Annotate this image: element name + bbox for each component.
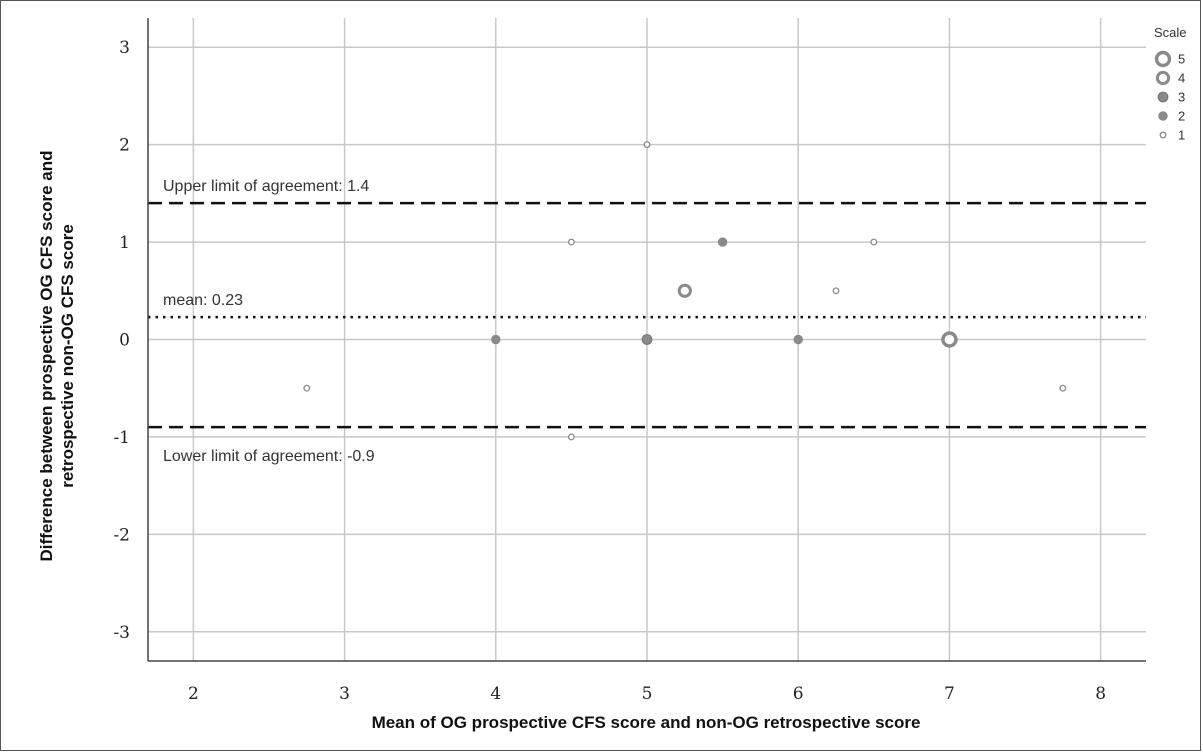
legend-label: 1 xyxy=(1178,128,1185,143)
y-tick-label: -3 xyxy=(113,623,130,643)
y-tick-label: -1 xyxy=(113,428,130,448)
reference-line-label: mean: 0.23 xyxy=(163,292,243,309)
legend-title: Scale xyxy=(1154,25,1187,40)
data-point xyxy=(1059,384,1067,392)
x-tick-label: 4 xyxy=(490,684,501,704)
legend-label: 3 xyxy=(1178,90,1185,105)
y-tick-label: 1 xyxy=(119,233,130,253)
x-tick-label: 7 xyxy=(944,684,955,704)
reference-lines: Upper limit of agreement: 1.4 mean: 0.23 L… xyxy=(148,178,1146,465)
y-tick-label: 3 xyxy=(119,38,130,58)
x-tick-label: 3 xyxy=(339,684,350,704)
data-point xyxy=(717,237,728,247)
data-point xyxy=(491,334,501,345)
tick-labels: 2 3 4 5 6 7 8 3 2 1 0 -1 -2 -3 xyxy=(113,38,1106,704)
legend-marker xyxy=(1155,70,1171,86)
data-point xyxy=(870,238,878,246)
y-axis-title-line-2: retrospective non-OG CFS score xyxy=(58,224,77,488)
x-axis-title: Mean of OG prospective CFS score and non… xyxy=(372,713,921,732)
y-axis-title-line-1: Difference between prospective OG CFS sc… xyxy=(37,151,56,562)
data-point xyxy=(643,141,651,149)
legend: Scale 5 4 3 2 1 xyxy=(1154,25,1187,143)
y-tick-label: -2 xyxy=(113,525,130,545)
reference-line-label: Lower limit of agreement: -0.9 xyxy=(163,448,375,465)
data-point xyxy=(832,287,840,295)
y-tick-label: 0 xyxy=(119,331,130,351)
legend-label: 4 xyxy=(1178,71,1185,86)
legend-marker xyxy=(1159,131,1167,139)
data-point xyxy=(303,384,311,392)
legend-marker xyxy=(1158,111,1168,121)
legend-label: 5 xyxy=(1178,52,1185,67)
x-tick-label: 8 xyxy=(1095,684,1106,704)
data-point xyxy=(677,283,692,298)
legend-marker xyxy=(1154,50,1172,68)
x-tick-label: 5 xyxy=(642,684,653,704)
data-point xyxy=(941,331,958,348)
y-tick-label: 2 xyxy=(119,136,130,156)
legend-label: 2 xyxy=(1178,109,1185,124)
data-point xyxy=(567,433,575,441)
data-point xyxy=(567,238,575,246)
legend-marker xyxy=(1157,91,1169,103)
axes xyxy=(147,18,1146,662)
data-point xyxy=(793,334,803,345)
data-point xyxy=(641,334,653,345)
x-tick-label: 6 xyxy=(793,684,804,704)
data-points xyxy=(303,141,1067,441)
reference-line-label: Upper limit of agreement: 1.4 xyxy=(163,178,369,195)
x-tick-label: 2 xyxy=(188,684,199,704)
